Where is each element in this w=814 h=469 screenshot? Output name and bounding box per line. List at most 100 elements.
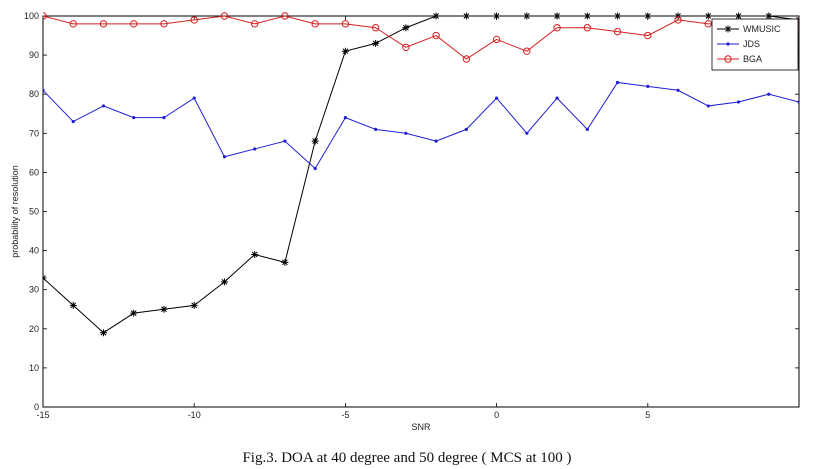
data-point-jds [434,139,438,143]
data-point-wmusic [432,12,440,20]
data-point-jds [767,92,771,96]
data-point-wmusic [583,12,591,20]
data-point-jds [253,147,257,151]
data-point-jds [343,116,347,120]
data-point-jds [374,127,378,131]
data-point-bga [613,27,622,36]
y-tick-label: 10 [29,363,39,373]
data-point-wmusic [69,301,77,309]
data-point-bga [281,12,289,20]
data-point-jds [797,100,799,104]
data-point-wmusic [674,12,682,20]
data-point-jds [615,80,620,85]
x-tick-label: 5 [645,410,650,420]
data-point-jds [71,119,75,124]
data-point-jds [132,116,136,120]
data-point-bga [341,20,350,28]
data-point-wmusic [765,12,773,20]
plot-area [42,15,800,408]
data-point-bga [311,20,319,28]
data-point-bga [523,47,531,55]
data-point-bga [130,20,138,28]
y-tick-label: 20 [29,324,39,334]
data-point-jds [706,104,710,108]
data-point-bga [432,31,440,40]
y-tick-label: 40 [29,246,39,256]
x-tick-label: -5 [341,410,349,420]
series-jds [43,80,799,171]
data-point-bga [99,20,108,28]
data-point-bga [220,12,229,20]
data-point-jds [525,131,529,135]
data-point-wmusic [341,47,349,55]
y-tick-label: 60 [29,167,39,177]
data-point-wmusic [281,258,289,266]
data-point-bga [250,20,259,28]
series-layer [43,12,799,337]
y-tick-label: 90 [29,50,39,60]
data-point-jds [646,84,650,88]
data-point-jds [283,139,287,143]
legend-marker-wmusic [724,25,732,33]
legend-item-bga: BGA [717,54,762,64]
y-tick-label: 30 [29,285,39,295]
data-point-wmusic [372,39,380,47]
data-point-wmusic [553,12,561,20]
y-tick-label: 70 [29,128,39,138]
data-point-wmusic [130,309,138,317]
data-point-wmusic [644,12,652,20]
data-point-wmusic [251,251,259,259]
data-point-wmusic [190,301,198,309]
data-point-jds [464,127,468,131]
data-point-bga [371,24,380,32]
data-point-jds [585,127,589,131]
data-point-bga [583,24,592,32]
data-point-wmusic [220,278,228,286]
data-point-bga [402,43,410,51]
data-point-jds [495,96,499,100]
data-point-jds [313,166,317,171]
data-point-bga [190,16,198,24]
series-line-wmusic [43,15,799,334]
figure-caption: Fig.3. DOA at 40 degree and 50 degree ( … [242,450,572,466]
y-tick-label: 80 [29,89,39,99]
data-point-wmusic [99,329,107,337]
data-point-wmusic [311,137,319,145]
data-point-bga [462,55,471,63]
y-tick-label: 0 [34,402,39,412]
series-wmusic [43,12,799,337]
legend-label-jds: JDS [743,39,760,49]
data-point-jds [676,88,680,92]
legend-label-wmusic: WMUSIC [743,24,781,34]
data-point-jds [404,131,408,135]
series-line-bga [43,15,799,60]
data-point-wmusic [462,12,470,20]
data-point-bga [704,20,712,28]
data-point-wmusic [402,24,410,32]
data-point-wmusic [43,274,47,282]
legend-label-bga: BGA [743,54,762,64]
data-point-jds [162,116,166,120]
axis-tick-labels: 0 10 20 30 40 50 60 70 80 90 100 -15 -10 -5 0 5 [24,11,650,420]
data-point-wmusic [493,12,501,20]
legend-item-wmusic: WMUSIC [717,24,781,34]
data-point-jds [736,100,741,104]
data-point-bga [553,24,561,32]
data-point-bga [43,12,47,20]
data-point-jds [101,104,106,108]
data-point-wmusic [735,12,743,20]
data-point-bga [644,31,652,40]
data-point-bga [69,20,77,28]
x-axis-label: SNR [411,422,431,432]
data-point-jds [43,88,45,92]
x-tick-label: -15 [36,410,49,420]
legend: WMUSIC JDS BGA [711,18,799,71]
data-point-wmusic [523,12,531,20]
data-point-wmusic [704,12,712,20]
data-point-wmusic [614,12,622,20]
y-axis-label: probability of resolution [10,165,20,258]
data-point-wmusic [160,305,168,313]
tick-marks [42,15,799,408]
y-tick-label: 50 [29,207,39,217]
